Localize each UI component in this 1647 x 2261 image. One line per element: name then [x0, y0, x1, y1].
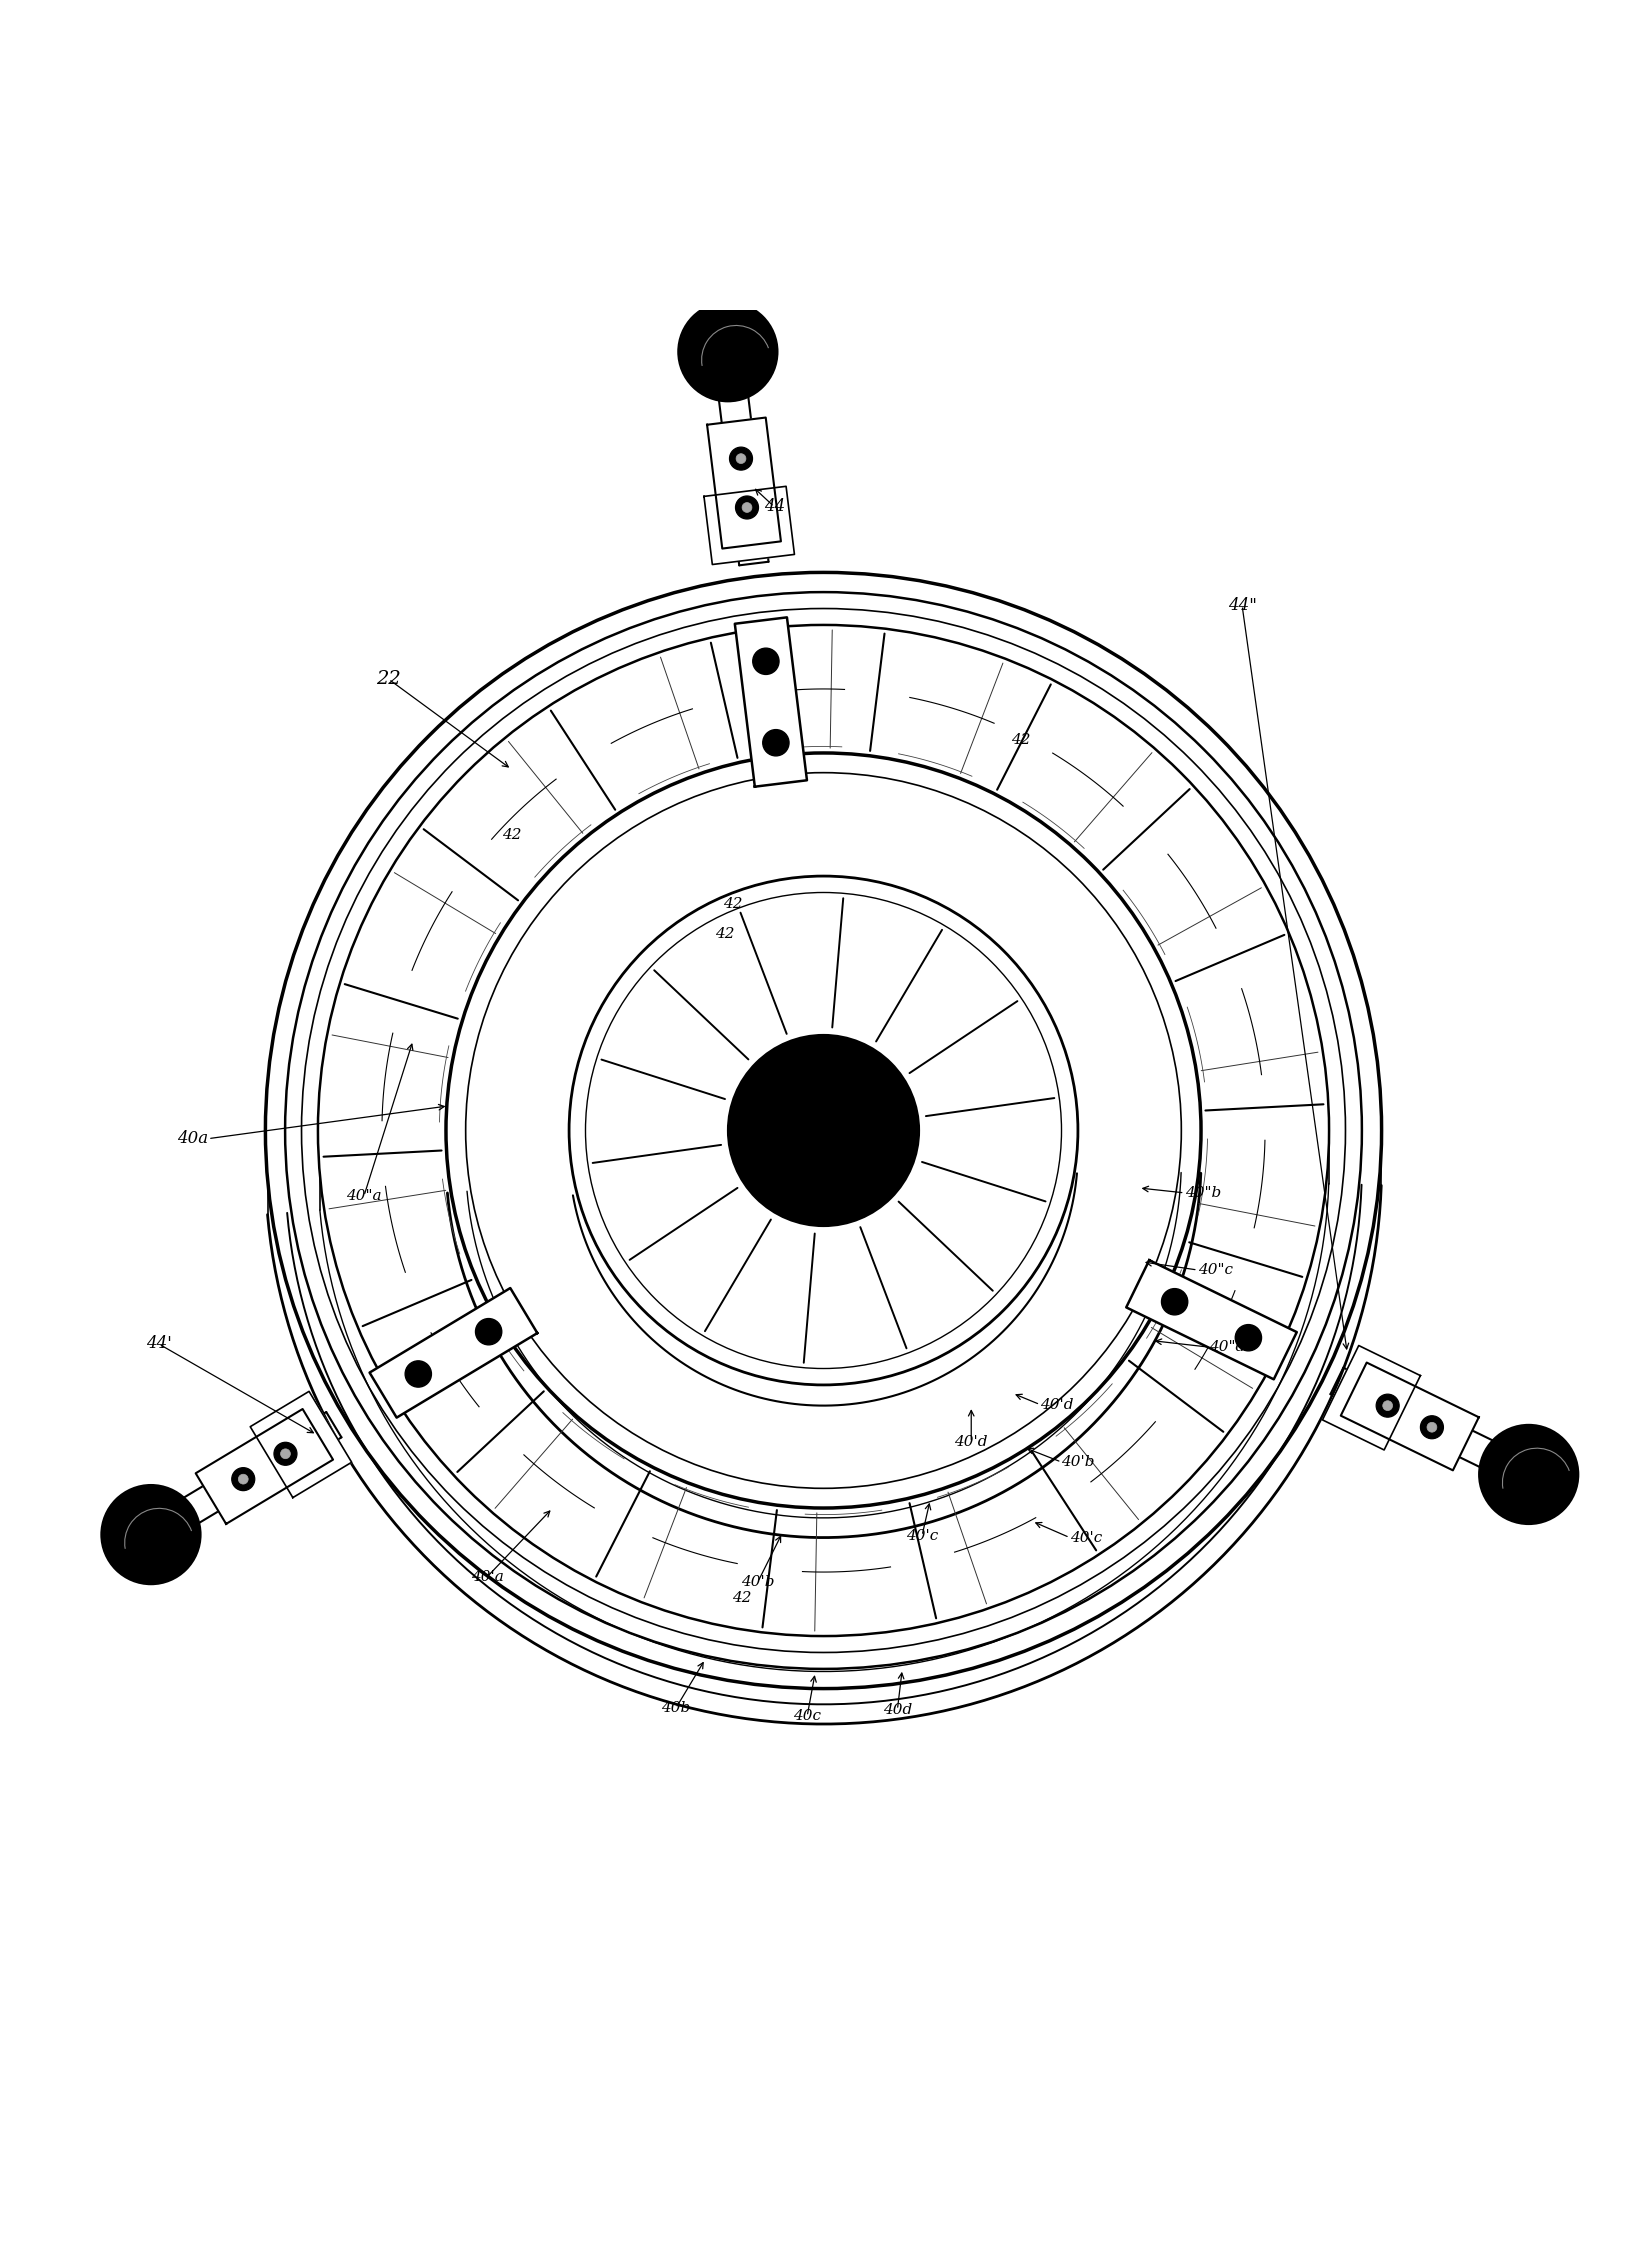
Circle shape: [730, 448, 753, 470]
Circle shape: [728, 1036, 919, 1225]
Text: 40"b: 40"b: [1184, 1185, 1220, 1201]
Text: 44': 44': [147, 1336, 171, 1352]
Polygon shape: [707, 418, 781, 549]
Circle shape: [1426, 1422, 1436, 1431]
Polygon shape: [369, 1289, 537, 1418]
Text: 44": 44": [1227, 597, 1257, 613]
Polygon shape: [250, 1391, 352, 1497]
Circle shape: [476, 1318, 502, 1345]
Polygon shape: [1323, 1345, 1420, 1449]
Text: 40'd: 40'd: [1041, 1397, 1074, 1411]
Text: 40'b: 40'b: [741, 1576, 774, 1589]
Circle shape: [405, 1361, 432, 1386]
Circle shape: [1420, 1415, 1443, 1438]
Text: 40'c: 40'c: [1069, 1531, 1102, 1544]
Circle shape: [736, 454, 746, 464]
Circle shape: [280, 1449, 290, 1458]
Circle shape: [232, 1467, 255, 1490]
Circle shape: [1383, 1402, 1393, 1411]
Circle shape: [1168, 1296, 1181, 1309]
Polygon shape: [196, 1409, 333, 1524]
Text: 40'a: 40'a: [471, 1569, 504, 1585]
Circle shape: [769, 737, 782, 748]
Circle shape: [743, 502, 753, 513]
Text: 44: 44: [764, 497, 786, 516]
Polygon shape: [1341, 1363, 1479, 1470]
Text: 40'd: 40'd: [955, 1436, 988, 1449]
Circle shape: [1479, 1424, 1578, 1524]
Text: 22: 22: [376, 669, 400, 687]
Circle shape: [273, 1443, 296, 1465]
Circle shape: [759, 656, 772, 667]
Text: 42: 42: [731, 1592, 751, 1605]
Text: 40'b: 40'b: [1062, 1456, 1095, 1470]
Text: 40"a: 40"a: [346, 1189, 382, 1203]
Polygon shape: [735, 617, 807, 787]
Circle shape: [1161, 1289, 1187, 1316]
Circle shape: [810, 1117, 837, 1144]
Circle shape: [483, 1325, 496, 1339]
Text: 42: 42: [502, 828, 522, 841]
Circle shape: [102, 1485, 201, 1585]
Circle shape: [412, 1368, 425, 1381]
Circle shape: [679, 303, 777, 400]
Circle shape: [736, 495, 759, 520]
Text: 40c: 40c: [794, 1709, 822, 1723]
Polygon shape: [1127, 1259, 1296, 1379]
Circle shape: [1377, 1395, 1400, 1418]
Circle shape: [239, 1474, 249, 1483]
Text: 42: 42: [715, 927, 735, 941]
Text: 40"c: 40"c: [1197, 1264, 1232, 1277]
Circle shape: [763, 730, 789, 755]
Circle shape: [1242, 1332, 1255, 1345]
Polygon shape: [703, 486, 794, 565]
Text: 40b: 40b: [660, 1700, 690, 1716]
Text: 40a: 40a: [176, 1130, 208, 1146]
Text: 40d: 40d: [883, 1703, 912, 1716]
Text: 42: 42: [1011, 733, 1031, 746]
Text: 40'c: 40'c: [906, 1528, 939, 1542]
Circle shape: [1235, 1325, 1262, 1350]
Text: 40"d: 40"d: [1209, 1341, 1245, 1354]
Circle shape: [753, 649, 779, 674]
Text: 42: 42: [723, 898, 743, 911]
